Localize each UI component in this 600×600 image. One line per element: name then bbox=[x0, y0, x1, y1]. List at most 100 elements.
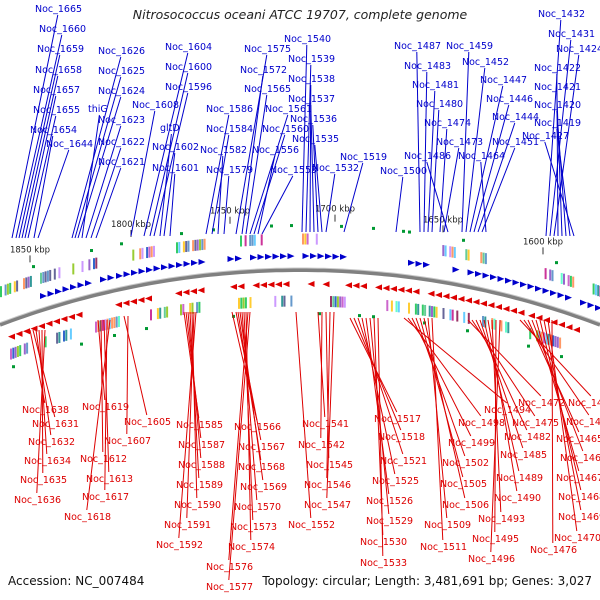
annotation-block bbox=[194, 239, 197, 251]
gene-label: Noc_1486 bbox=[404, 151, 451, 162]
label-connector bbox=[475, 319, 528, 431]
annotation-block bbox=[560, 272, 563, 284]
gene-label: thiG bbox=[88, 104, 108, 115]
gene-label: Noc_1587 bbox=[178, 440, 225, 451]
forward-gene bbox=[542, 287, 550, 294]
forward-gene bbox=[55, 288, 62, 295]
gene-label: Noc_1569 bbox=[240, 482, 287, 493]
label-connector bbox=[169, 173, 176, 237]
label-connector bbox=[483, 319, 520, 472]
gene-label: Noc_1498 bbox=[458, 418, 505, 429]
gene-label: Noc_1589 bbox=[176, 480, 223, 491]
gene-label: Noc_1545 bbox=[306, 460, 353, 471]
reverse-gene bbox=[435, 291, 442, 298]
forward-gene bbox=[595, 304, 600, 311]
label-connector bbox=[423, 71, 428, 233]
label-connector bbox=[427, 90, 436, 233]
gene-label: Noc_1483 bbox=[404, 61, 451, 72]
annotation-block bbox=[9, 282, 12, 294]
forward-gene bbox=[415, 260, 423, 267]
label-connector bbox=[544, 141, 575, 237]
gene-label: Noc_1634 bbox=[24, 456, 71, 467]
reverse-gene bbox=[517, 309, 525, 316]
annotation-block bbox=[505, 321, 507, 333]
annotation-block bbox=[563, 273, 565, 285]
annotation-block bbox=[529, 328, 532, 340]
label-connector bbox=[35, 329, 52, 436]
label-connector bbox=[416, 51, 421, 233]
label-connector bbox=[18, 54, 61, 239]
annotation-block bbox=[182, 241, 185, 253]
gene-label: Noc_1604 bbox=[165, 42, 212, 53]
label-connector bbox=[32, 329, 56, 418]
annotation-block bbox=[251, 234, 254, 246]
reverse-gene bbox=[495, 304, 502, 311]
gene-label: Noc_1470 bbox=[554, 533, 600, 544]
ruler-label: 1700 kbp bbox=[315, 205, 355, 215]
gene-label: Noc_1619 bbox=[82, 402, 129, 413]
label-connector bbox=[295, 311, 312, 519]
annotation-block bbox=[44, 336, 47, 348]
label-connector bbox=[343, 162, 364, 233]
forward-gene bbox=[310, 253, 317, 260]
annotation-block bbox=[199, 239, 201, 251]
label-connector bbox=[228, 311, 251, 581]
annotation-block bbox=[465, 249, 468, 261]
label-connector bbox=[163, 152, 176, 237]
annotation-block bbox=[25, 277, 28, 289]
annotation-block bbox=[189, 303, 192, 315]
gene-label: Noc_1485 bbox=[500, 450, 547, 461]
label-connector bbox=[545, 19, 562, 237]
marker-dot bbox=[212, 228, 215, 232]
annotation-block bbox=[302, 233, 304, 245]
gene-label: Noc_1608 bbox=[132, 100, 179, 111]
annotation-block bbox=[240, 297, 243, 309]
annotation-block bbox=[428, 305, 431, 317]
annotation-block bbox=[451, 309, 454, 321]
label-connector bbox=[426, 161, 449, 233]
gene-label: Noc_1481 bbox=[412, 80, 459, 91]
gene-label: Noc_1665 bbox=[35, 4, 82, 15]
label-connector bbox=[36, 329, 46, 494]
gene-label: Noc_1521 bbox=[380, 456, 427, 467]
gene-label: Noc_1489 bbox=[496, 473, 543, 484]
label-connector bbox=[74, 76, 122, 239]
annotation-block bbox=[386, 300, 389, 312]
annotation-block bbox=[482, 315, 484, 327]
gene-label: Noc_1476 bbox=[530, 545, 577, 556]
label-connector bbox=[326, 311, 335, 499]
label-connector bbox=[178, 311, 197, 539]
reverse-gene bbox=[322, 281, 330, 288]
annotation-block bbox=[6, 283, 9, 295]
gene-label: Noc_1505 bbox=[440, 479, 487, 490]
reverse-label-connectors bbox=[29, 311, 592, 581]
reverse-gene bbox=[573, 326, 580, 333]
gene-label: Noc_1537 bbox=[288, 94, 335, 105]
reverse-gene bbox=[282, 281, 290, 288]
label-connector bbox=[85, 125, 122, 239]
forward-gene bbox=[168, 263, 176, 270]
label-connector bbox=[228, 311, 249, 561]
reverse-gene bbox=[15, 330, 23, 337]
gene-label: Noc_1540 bbox=[284, 34, 331, 45]
annotation-block bbox=[65, 329, 68, 341]
gene-label: Noc_1547 bbox=[304, 500, 351, 511]
label-connector bbox=[15, 34, 63, 239]
gene-label: Noc_1482 bbox=[504, 432, 551, 443]
annotation-block bbox=[192, 240, 195, 252]
gene-label: Noc_1467 bbox=[556, 473, 600, 484]
annotation-block bbox=[431, 306, 433, 318]
annotation-block bbox=[556, 336, 559, 348]
gene-label: Noc_1658 bbox=[35, 65, 82, 76]
annotation-block bbox=[0, 286, 2, 298]
gene-label: Noc_1592 bbox=[156, 540, 203, 551]
reverse-gene bbox=[427, 290, 435, 297]
label-connector bbox=[249, 114, 289, 235]
label-connector bbox=[126, 315, 129, 435]
annotation-block bbox=[42, 272, 45, 284]
reverse-gene bbox=[175, 290, 182, 297]
annotation-block bbox=[334, 296, 337, 308]
label-connector bbox=[37, 149, 70, 239]
annotation-block bbox=[421, 304, 424, 316]
annotation-block bbox=[23, 278, 25, 290]
